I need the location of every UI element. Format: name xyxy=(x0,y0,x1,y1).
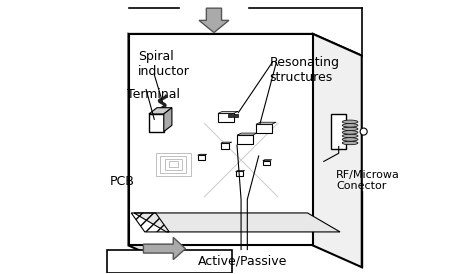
Text: PCB: PCB xyxy=(109,175,135,188)
Polygon shape xyxy=(237,133,257,135)
Polygon shape xyxy=(144,237,185,259)
Bar xyxy=(236,172,243,176)
Polygon shape xyxy=(149,108,172,114)
Bar xyxy=(107,250,232,273)
Bar xyxy=(149,114,164,132)
Bar xyxy=(218,113,234,122)
Polygon shape xyxy=(164,108,172,132)
Circle shape xyxy=(360,128,367,135)
Ellipse shape xyxy=(342,134,358,138)
Text: RF/Microwa
Conector: RF/Microwa Conector xyxy=(336,170,400,191)
Bar xyxy=(165,159,182,170)
Ellipse shape xyxy=(342,138,358,141)
Ellipse shape xyxy=(342,124,358,127)
Bar xyxy=(160,156,186,173)
Polygon shape xyxy=(199,8,229,33)
Polygon shape xyxy=(128,34,362,56)
Ellipse shape xyxy=(342,120,358,124)
Polygon shape xyxy=(221,142,232,143)
Bar xyxy=(169,161,178,167)
Bar xyxy=(234,115,238,118)
Polygon shape xyxy=(218,111,238,113)
Bar xyxy=(221,143,229,149)
Text: Resonating
structures: Resonating structures xyxy=(270,56,339,84)
Polygon shape xyxy=(128,34,313,246)
Bar xyxy=(198,155,205,160)
Ellipse shape xyxy=(342,131,358,134)
Polygon shape xyxy=(198,154,207,155)
Bar xyxy=(155,153,191,176)
Text: Active/Passive: Active/Passive xyxy=(198,255,287,268)
Bar xyxy=(331,114,346,149)
Bar xyxy=(228,115,232,118)
Ellipse shape xyxy=(342,127,358,131)
Bar xyxy=(256,124,272,133)
Polygon shape xyxy=(236,170,245,172)
Polygon shape xyxy=(134,213,340,232)
Text: Spiral
inductor: Spiral inductor xyxy=(138,50,190,78)
Polygon shape xyxy=(313,34,362,267)
Bar xyxy=(237,135,253,144)
Text: Terminal: Terminal xyxy=(127,88,180,101)
Polygon shape xyxy=(128,34,177,267)
Polygon shape xyxy=(256,122,276,124)
Ellipse shape xyxy=(342,141,358,145)
Polygon shape xyxy=(263,160,272,161)
Bar xyxy=(263,161,270,165)
